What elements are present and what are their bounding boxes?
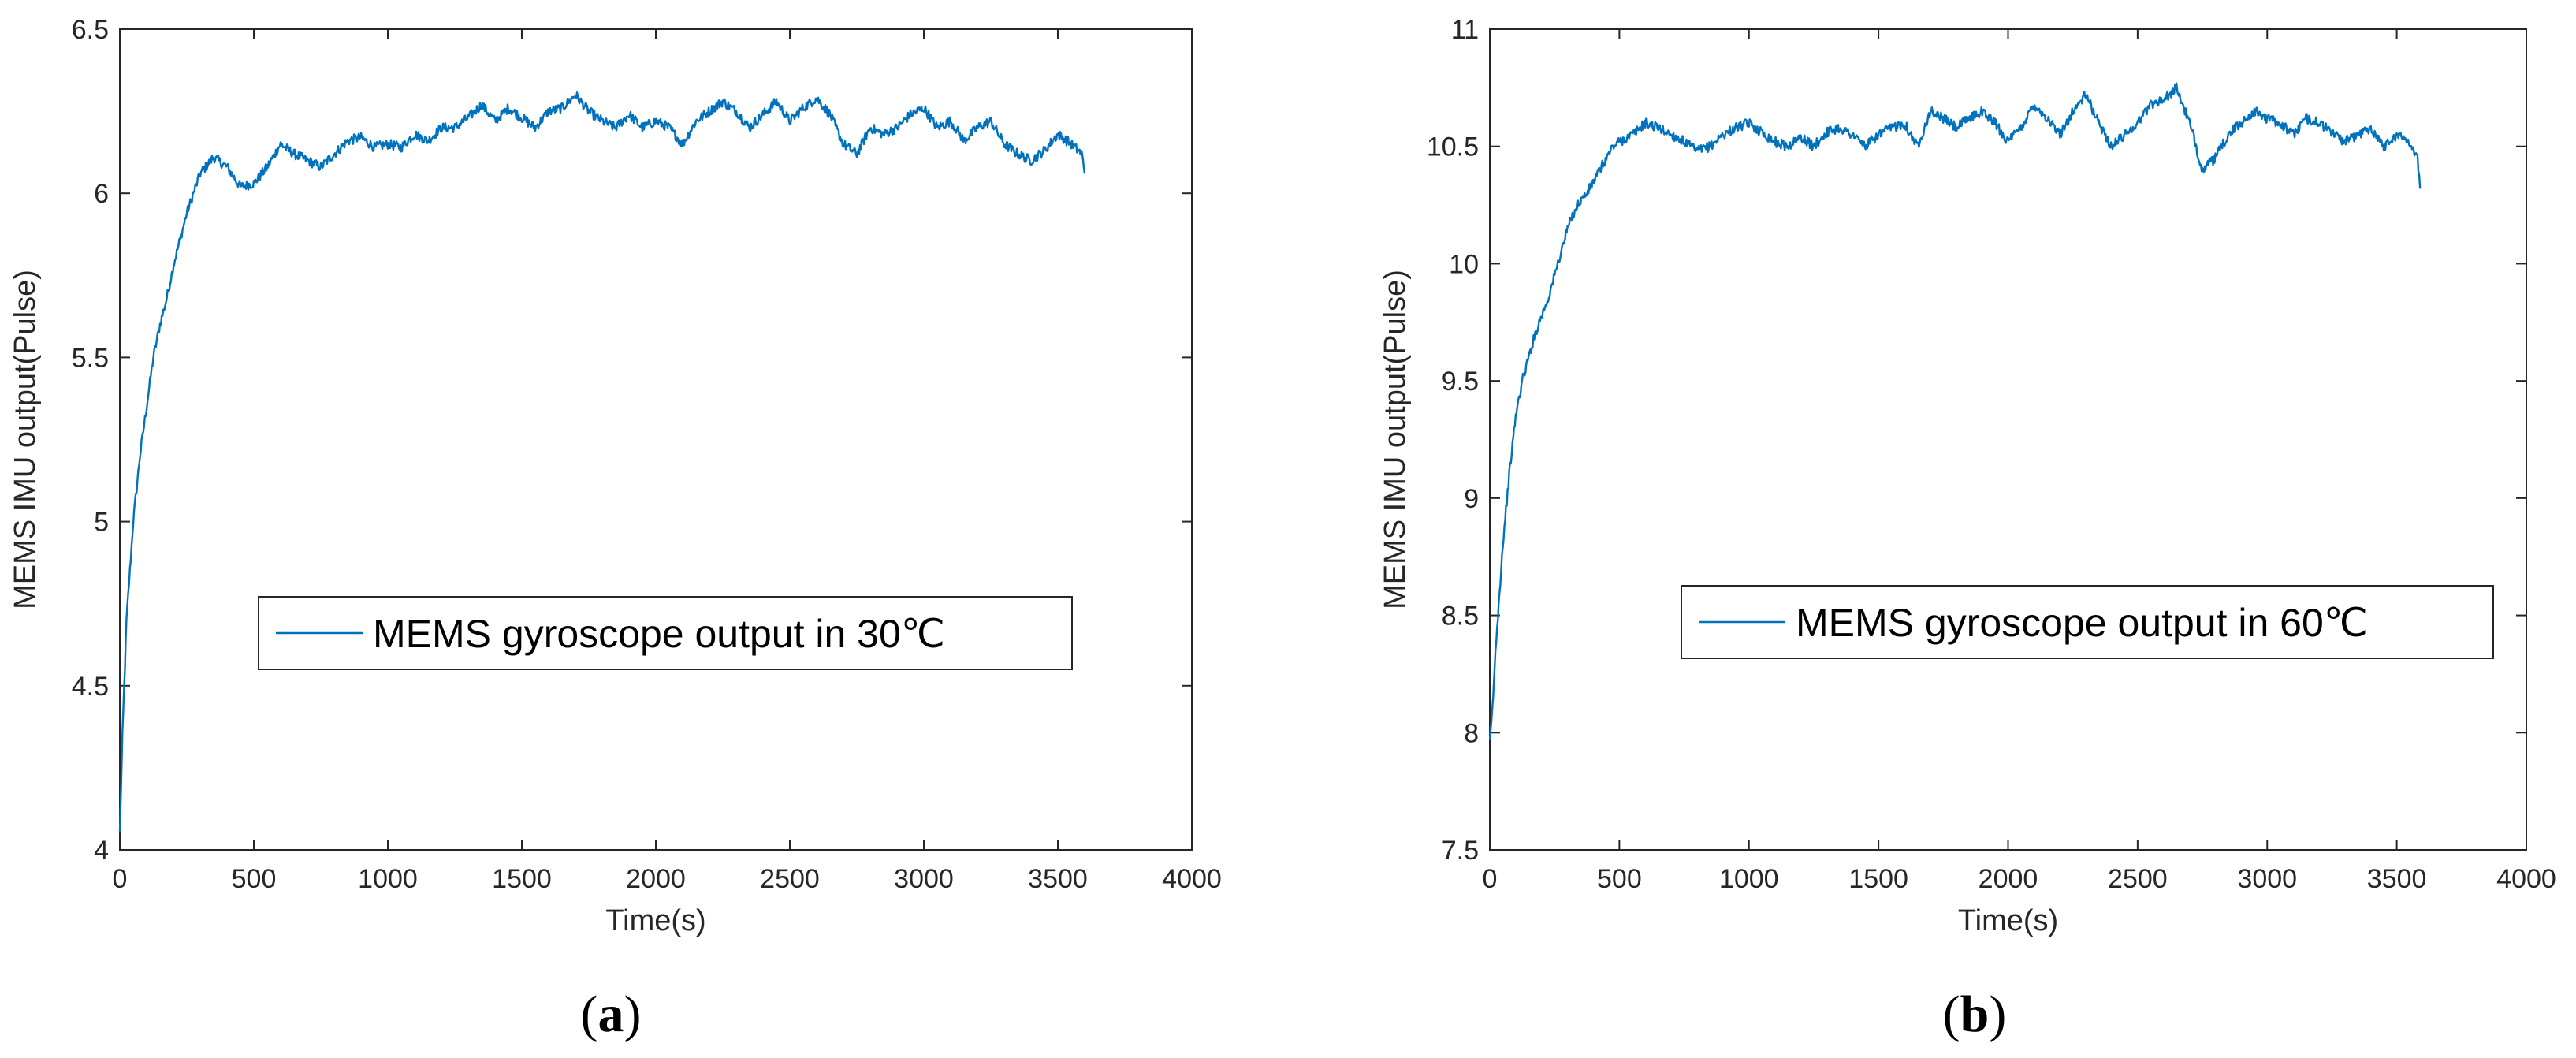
y-tick-label: 5.5 (72, 343, 109, 373)
y-tick-label: 4.5 (72, 672, 109, 702)
panel-label-b: (b) (1943, 985, 2007, 1043)
x-tick-label: 3500 (2367, 864, 2427, 894)
x-tick-label: 1500 (492, 864, 552, 894)
x-tick-label: 2500 (760, 864, 820, 894)
axes-b (1489, 28, 2527, 851)
legend-b: MEMS gyroscope output in 60℃ (1681, 585, 2494, 659)
axes-box-a (119, 28, 1193, 851)
x-tick-label: 1000 (358, 864, 418, 894)
x-tick-label: 3500 (1028, 864, 1088, 894)
x-tick-label: 2500 (2108, 864, 2168, 894)
x-axis-label-b: Time(s) (1958, 904, 2058, 937)
y-tick-label: 6.5 (72, 15, 109, 45)
y-tick-label: 4 (94, 836, 109, 866)
legend-a: MEMS gyroscope output in 30℃ (258, 596, 1073, 670)
x-tick-label: 0 (1483, 864, 1498, 894)
y-tick-label: 7.5 (1442, 836, 1479, 866)
chart-panel-b: 0 500 1000 1500 2000 2500 3000 3500 4000 7.5 8 8.5… (1379, 15, 2556, 1043)
panel-letter-a: a (598, 985, 624, 1043)
y-ticks-b: 7.5 8 8.5 9 9.5 10 10.5 11 (1427, 15, 2526, 866)
y-tick-label: 8.5 (1442, 602, 1479, 631)
y-tick-label: 6 (94, 179, 109, 209)
y-tick-label: 10 (1449, 249, 1479, 279)
legend-entry-b: MEMS gyroscope output in 60℃ (1796, 601, 2368, 645)
y-axis-label-b: MEMS IMU output(Pulse) (1379, 270, 1412, 609)
y-tick-label: 9.5 (1442, 367, 1479, 397)
y-tick-label: 9 (1464, 484, 1479, 514)
x-tick-label: 500 (232, 864, 277, 894)
legend-entry-a: MEMS gyroscope output in 30℃ (373, 612, 945, 656)
x-tick-label: 4000 (2496, 864, 2556, 894)
y-tick-label: 11 (1451, 15, 1479, 45)
x-tick-label: 1500 (1848, 864, 1908, 894)
y-tick-label: 5 (94, 508, 109, 538)
x-tick-label: 3000 (894, 864, 954, 894)
axes-a (119, 28, 1193, 851)
plot-area-b (1488, 82, 2422, 740)
x-ticks-b: 0 500 1000 1500 2000 2500 3000 3500 4000 (1483, 29, 2556, 894)
chart-panel-a: 0 500 1000 1500 2000 2500 3000 3500 4000 4 4.5 5 5.… (9, 15, 1222, 1043)
y-axis-label-a: MEMS IMU output(Pulse) (9, 270, 42, 609)
x-tick-label: 1000 (1719, 864, 1779, 894)
series-line-b (1488, 82, 2422, 740)
x-ticks-a: 0 500 1000 1500 2000 2500 3000 3500 4000 (113, 29, 1222, 894)
y-tick-label: 8 (1464, 718, 1479, 748)
x-tick-label: 4000 (1162, 864, 1222, 894)
panel-label-a: (a) (581, 985, 642, 1043)
series-line-a (118, 91, 1086, 833)
x-tick-label: 2000 (1979, 864, 2038, 894)
x-tick-label: 0 (113, 864, 128, 894)
panel-letter-b: b (1960, 985, 1990, 1043)
y-tick-label: 10.5 (1427, 132, 1479, 162)
x-tick-label: 2000 (626, 864, 686, 894)
x-tick-label: 3000 (2237, 864, 2297, 894)
legend-box-a (258, 596, 1073, 670)
x-axis-label-a: Time(s) (605, 904, 705, 937)
y-ticks-a: 4 4.5 5 5.5 6 6.5 (72, 15, 1192, 866)
axes-box-b (1489, 28, 2527, 851)
plot-area-a (118, 91, 1086, 833)
x-tick-label: 500 (1597, 864, 1642, 894)
legend-box-b (1681, 585, 2494, 659)
